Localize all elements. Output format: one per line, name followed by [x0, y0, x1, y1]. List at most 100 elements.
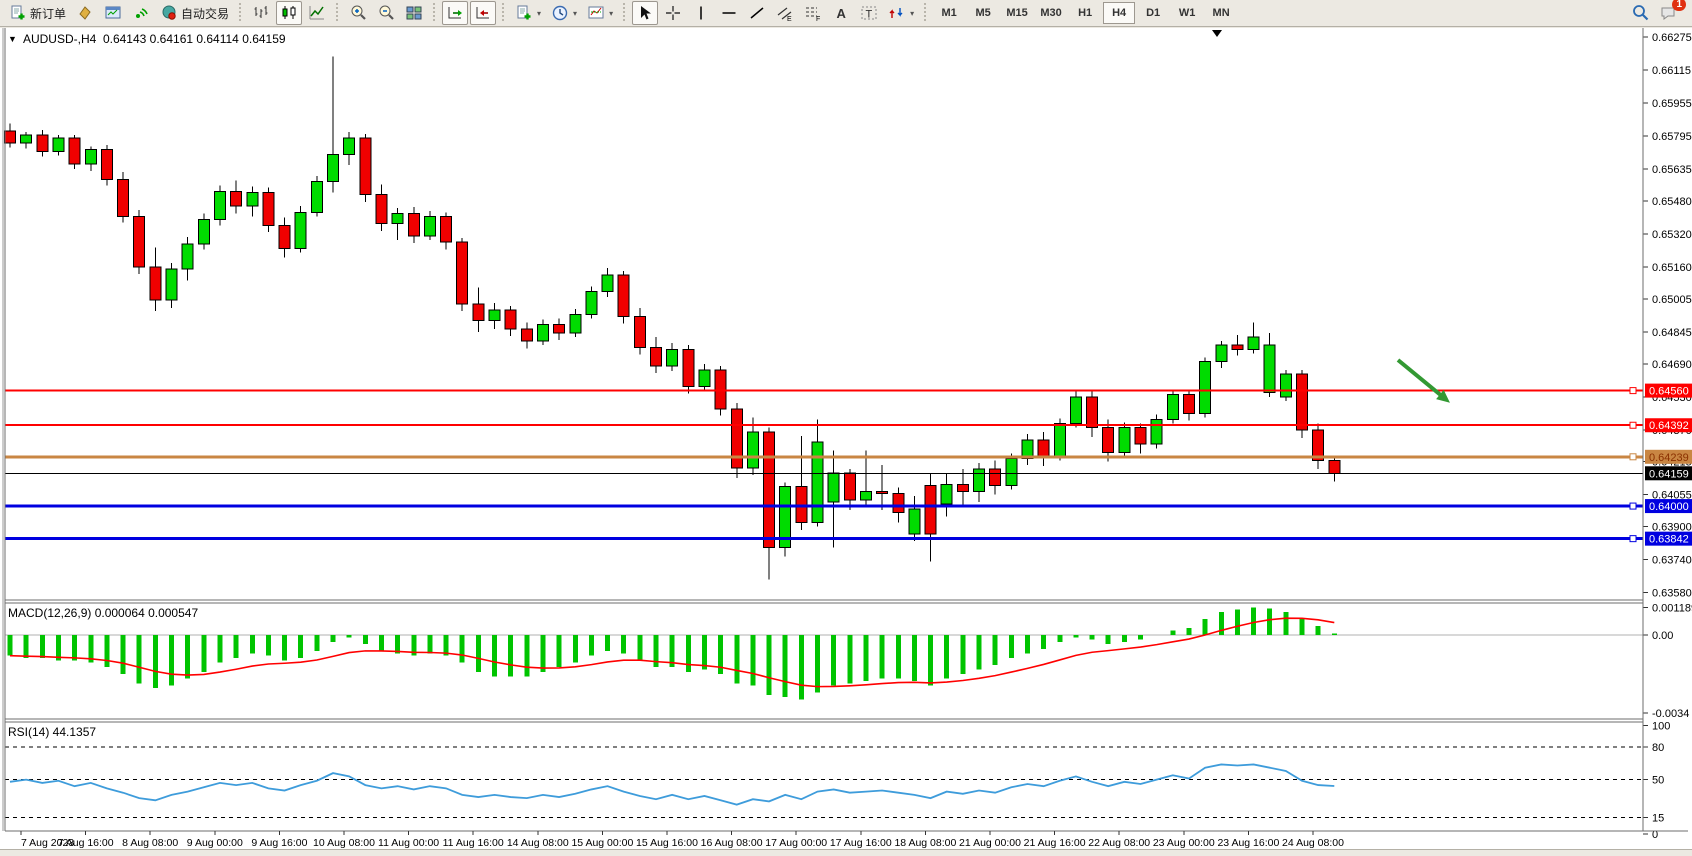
- timeframe-m15-button[interactable]: M15: [1006, 7, 1028, 19]
- text-label-button[interactable]: T: [856, 1, 882, 25]
- equidistant-channel-button[interactable]: E: [772, 1, 798, 25]
- vertical-line-button[interactable]: [688, 1, 714, 25]
- chart-shift-marker-icon[interactable]: [1212, 30, 1222, 37]
- bear-candle: [763, 431, 776, 548]
- time-tick-label: 10 Aug 08:00: [313, 837, 375, 849]
- bear-candle: [520, 328, 533, 342]
- time-tick-label: 21 Aug 00:00: [959, 837, 1021, 849]
- bear-candle: [989, 468, 1002, 486]
- bear-candle: [1086, 396, 1099, 429]
- periods-button[interactable]: ▾: [547, 1, 581, 25]
- candlestick-chart-button[interactable]: [276, 1, 303, 25]
- horizontal-line-button[interactable]: [716, 1, 742, 25]
- timeframe-h4-button[interactable]: H4: [1103, 2, 1136, 24]
- price-tick-label: 0.64690: [1652, 359, 1692, 371]
- timeframe-m5-button[interactable]: M5: [975, 7, 991, 19]
- text-button[interactable]: A: [828, 1, 854, 25]
- auto-scroll-button[interactable]: [442, 1, 469, 25]
- bear-candle: [262, 192, 275, 227]
- bear-candle: [682, 348, 695, 387]
- price-tick-label: 0.63900: [1652, 522, 1692, 534]
- bull-candle: [20, 134, 33, 144]
- bull-candle: [1166, 394, 1179, 420]
- templates-button[interactable]: ▾: [583, 1, 617, 25]
- charts-window-button[interactable]: [100, 1, 126, 25]
- time-tick-label: 17 Aug 00:00: [765, 837, 827, 849]
- cursor-button[interactable]: [632, 1, 659, 25]
- price-badge: [1645, 499, 1692, 514]
- price-badge-label: 0.64392: [1649, 420, 1689, 432]
- bull-candle: [779, 485, 792, 548]
- dropdown-arrow-icon[interactable]: ▾: [609, 8, 614, 18]
- bar-chart-button[interactable]: [248, 1, 274, 25]
- bear-candle: [843, 472, 856, 501]
- bull-candle: [569, 313, 582, 334]
- arrow-annotation-line[interactable]: [1396, 358, 1445, 399]
- search-button[interactable]: [1627, 1, 1653, 25]
- price-tick-label: 0.65795: [1652, 131, 1692, 143]
- bull-candle: [859, 491, 872, 501]
- price-tick-label: 0.65160: [1652, 262, 1692, 274]
- chart-menu-icon[interactable]: ▼: [8, 34, 17, 44]
- new-order-button[interactable]: 新订单: [5, 1, 70, 25]
- price-tick-label: 0.65320: [1652, 229, 1692, 241]
- bear-candle: [876, 491, 889, 495]
- dropdown-arrow-icon[interactable]: ▾: [537, 8, 542, 18]
- line-handle[interactable]: [1629, 453, 1637, 461]
- timeframe-w1-button[interactable]: W1: [1178, 7, 1196, 19]
- arrow-annotation-head[interactable]: [1436, 389, 1450, 403]
- timeframe-h1-button[interactable]: H1: [1078, 7, 1093, 19]
- bull-candle: [827, 472, 840, 503]
- zoom-out-button[interactable]: [373, 1, 399, 25]
- toolbar-separator: [431, 3, 439, 23]
- chat-button[interactable]: 1: [1655, 0, 1686, 25]
- bear-candle: [633, 315, 646, 348]
- bear-candle: [617, 274, 630, 317]
- bull-candle: [327, 154, 339, 182]
- rsi-scale-label: 15: [1652, 813, 1664, 825]
- vline-icon: [692, 4, 710, 22]
- toolbar-separator: [922, 3, 930, 23]
- timeframe-m30-button[interactable]: M30: [1040, 7, 1062, 19]
- time-tick-label: 9 Aug 16:00: [251, 837, 307, 849]
- indicators-button[interactable]: ▾: [511, 1, 545, 25]
- timeframe-m1-button[interactable]: M1: [941, 7, 957, 19]
- time-tick-label: 15 Aug 16:00: [636, 837, 698, 849]
- chart-shift-button[interactable]: [470, 1, 497, 25]
- market-watch-button[interactable]: [72, 1, 98, 25]
- tile-windows-button[interactable]: [401, 1, 427, 25]
- autotrading-button-label: 自动交易: [181, 6, 230, 21]
- doc-plus-icon: [9, 4, 27, 22]
- bear-candle: [100, 148, 113, 180]
- crosshair-icon: [664, 4, 682, 22]
- time-tick-label: 11 Aug 00:00: [378, 837, 439, 849]
- chart-title: ▼ AUDUSD-,H4 0.64143 0.64161 0.64114 0.6…: [8, 32, 286, 46]
- rsi-scale-label: 0: [1652, 829, 1658, 841]
- trendline-icon: [748, 4, 766, 22]
- trendline-button[interactable]: [744, 1, 770, 25]
- line-handle[interactable]: [1629, 502, 1637, 510]
- line-handle[interactable]: [1629, 535, 1637, 543]
- svg-text:F: F: [816, 16, 820, 22]
- fibonacci-button[interactable]: F: [800, 1, 826, 25]
- price-badge: [1645, 531, 1692, 546]
- line-handle[interactable]: [1629, 387, 1637, 395]
- line-chart-button[interactable]: [304, 1, 330, 25]
- bear-candle: [440, 215, 453, 243]
- zoom-in-button[interactable]: [345, 1, 371, 25]
- bull-candle: [1150, 418, 1163, 445]
- crosshair-button[interactable]: [660, 1, 686, 25]
- textA-icon: A: [832, 4, 850, 22]
- line-handle[interactable]: [1629, 421, 1637, 429]
- toolbar-right-cluster: 1: [1626, 0, 1686, 25]
- dropdown-arrow-icon[interactable]: ▾: [910, 8, 915, 18]
- bear-candle: [1037, 439, 1050, 458]
- hline-icon: [720, 4, 738, 22]
- signals-button[interactable]: [128, 1, 154, 25]
- autotrading-button[interactable]: 自动交易: [156, 1, 233, 25]
- timeframe-mn-button[interactable]: MN: [1212, 7, 1230, 19]
- dropdown-arrow-icon[interactable]: ▾: [573, 8, 578, 18]
- arrows-button[interactable]: ▾: [884, 1, 918, 25]
- time-tick-label: 7 Aug 2023: [21, 837, 74, 849]
- timeframe-d1-button[interactable]: D1: [1146, 7, 1161, 19]
